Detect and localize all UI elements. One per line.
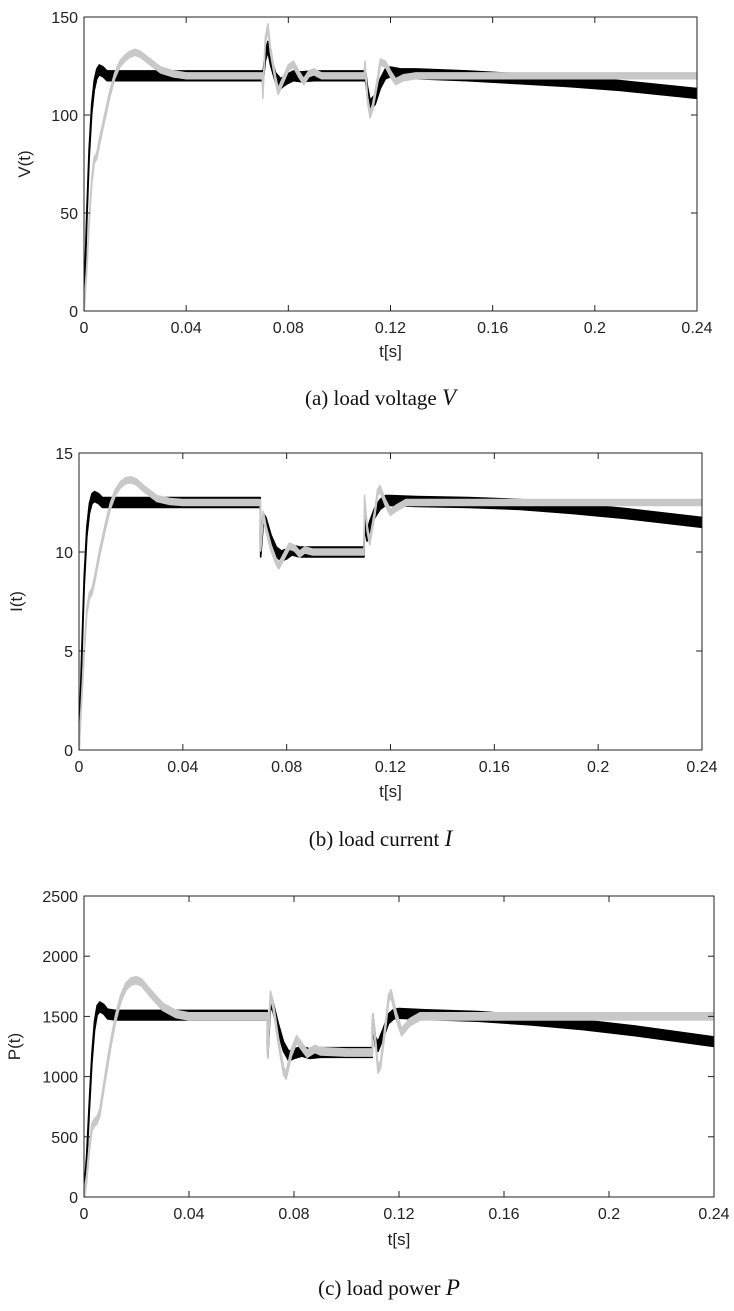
x-tick-label: 0.12: [383, 1206, 414, 1223]
y-tick-label: 1000: [42, 1070, 78, 1087]
caption-symbol: I: [444, 826, 454, 851]
x-tick-label: 0.08: [273, 320, 304, 337]
x-tick-label: 0.2: [587, 759, 609, 776]
caption-symbol: P: [445, 1275, 460, 1300]
chart-1: 0 0.04 0.08 0.12 0.16 0.2 0.24 0 50 100 150 t[s] V(t…: [15, 10, 713, 410]
series-band-2: [79, 476, 702, 750]
y-tick-label: 5: [64, 644, 73, 661]
y-tick-label: 150: [51, 10, 78, 27]
caption-symbol: V: [442, 385, 459, 410]
x-axis-label: t[s]: [379, 342, 402, 361]
y-tick-label: 500: [51, 1130, 78, 1147]
series-band-1: [79, 490, 702, 750]
x-tick-label: 0.16: [488, 1206, 519, 1223]
x-axis-label: t[s]: [388, 1230, 411, 1249]
y-tick-label: 0: [69, 304, 78, 321]
x-tick-label: 0: [80, 320, 89, 337]
x-tick-label: 0.16: [479, 759, 510, 776]
x-tick-label: 0.24: [698, 1206, 729, 1223]
y-tick-label: 0: [64, 743, 73, 760]
chart-3: 0 0.04 0.08 0.12 0.16 0.2 0.24 0 500 1000 1500 2000…: [5, 889, 730, 1300]
x-tick-label: 0.24: [686, 759, 717, 776]
y-axis-label: P(t): [5, 1033, 24, 1060]
y-axis-label: I(t): [7, 591, 26, 612]
y-tick-label: 50: [60, 206, 78, 223]
x-tick-label: 0.2: [584, 320, 606, 337]
y-tick-label: 2000: [42, 949, 78, 966]
chart-2: 0 0.04 0.08 0.12 0.16 0.2 0.24 0 5 10 15 t[s] I(t) (b…: [7, 446, 718, 851]
x-tick-label: 0.08: [271, 759, 302, 776]
series-band-2: [84, 975, 714, 1197]
y-tick-label: 1500: [42, 1009, 78, 1026]
x-tick-label: 0.04: [173, 1206, 204, 1223]
y-tick-label: 2500: [42, 889, 78, 906]
y-tick-label: 10: [55, 545, 73, 562]
x-tick-label: 0: [75, 759, 84, 776]
x-tick-label: 0.2: [598, 1206, 620, 1223]
series-band-2: [84, 23, 697, 311]
x-axis-label: t[s]: [379, 782, 402, 801]
x-tick-label: 0.08: [278, 1206, 309, 1223]
y-tick-label: 15: [55, 446, 73, 463]
x-tick-label: 0.04: [167, 759, 198, 776]
figure-caption: (c) load power P: [318, 1275, 460, 1300]
x-tick-label: 0.04: [171, 320, 202, 337]
y-axis-label: V(t): [15, 150, 34, 177]
y-tick-label: 0: [69, 1190, 78, 1207]
x-tick-label: 0.16: [477, 320, 508, 337]
series-band-1: [84, 40, 697, 311]
figure-caption: (b) load current I: [309, 826, 454, 851]
y-tick-label: 100: [51, 108, 78, 125]
x-tick-label: 0.24: [681, 320, 712, 337]
x-tick-label: 0.12: [375, 320, 406, 337]
x-tick-label: 0: [80, 1206, 89, 1223]
plot-frame: [83, 895, 715, 1198]
plot-frame: [83, 16, 698, 312]
x-tick-label: 0.12: [375, 759, 406, 776]
figure-caption: (a) load voltage V: [305, 385, 459, 410]
